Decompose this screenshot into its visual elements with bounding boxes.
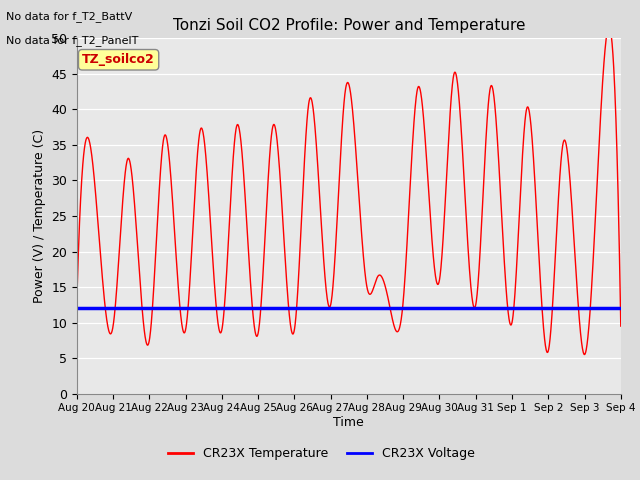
Text: TZ_soilco2: TZ_soilco2: [82, 53, 155, 66]
X-axis label: Time: Time: [333, 416, 364, 429]
Y-axis label: Power (V) / Temperature (C): Power (V) / Temperature (C): [33, 129, 45, 303]
Legend: CR23X Temperature, CR23X Voltage: CR23X Temperature, CR23X Voltage: [163, 443, 480, 466]
Text: No data for f_T2_BattV: No data for f_T2_BattV: [6, 11, 132, 22]
Text: No data for f_T2_PanelT: No data for f_T2_PanelT: [6, 35, 139, 46]
Title: Tonzi Soil CO2 Profile: Power and Temperature: Tonzi Soil CO2 Profile: Power and Temper…: [173, 18, 525, 33]
